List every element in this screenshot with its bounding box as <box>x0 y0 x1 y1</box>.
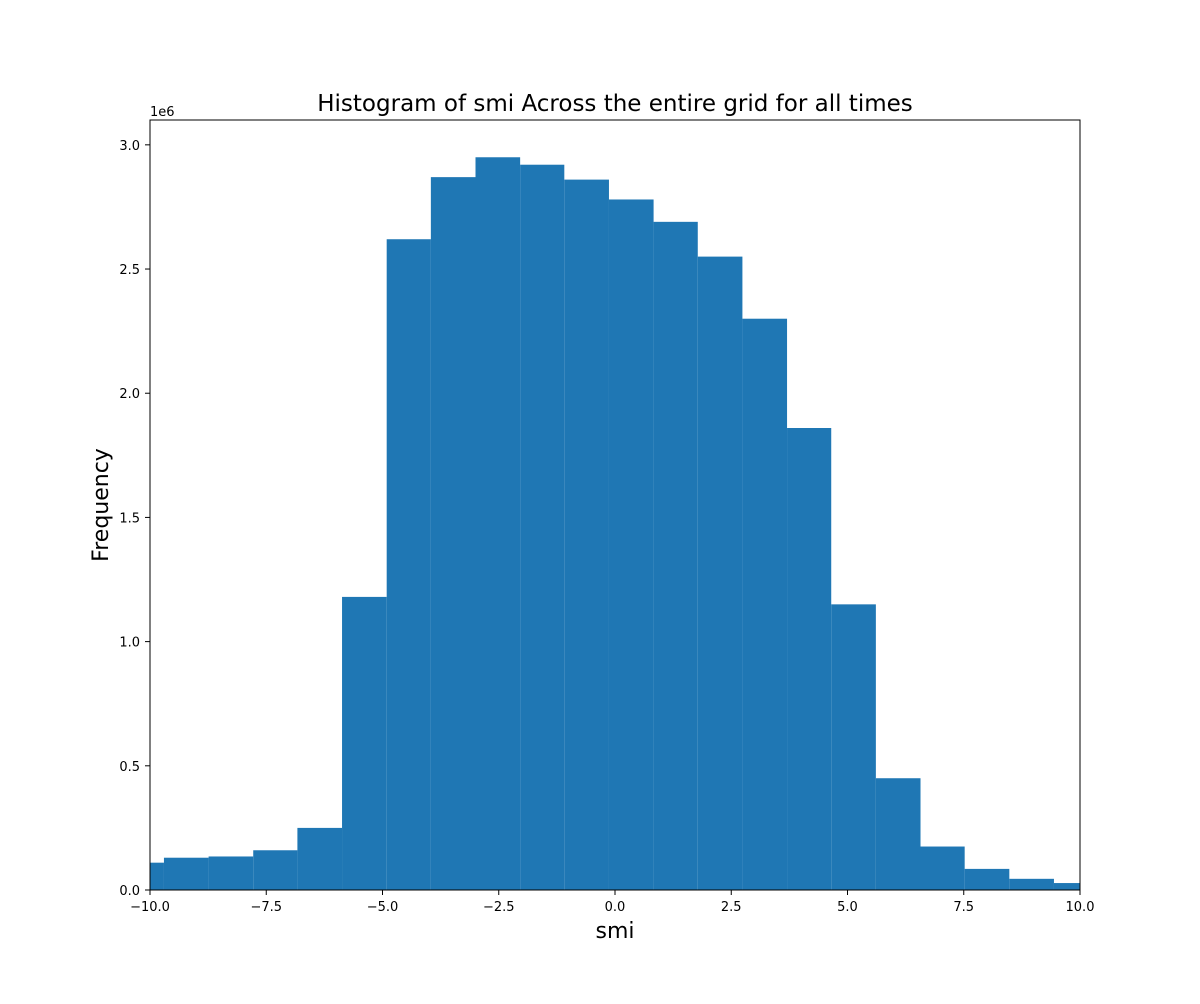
histogram-bar-8 <box>475 157 521 890</box>
histogram-bar-9 <box>520 164 565 890</box>
y-tick-label: 0.5 <box>119 760 140 775</box>
histogram-bar-13 <box>697 256 743 890</box>
histogram-bar-2 <box>208 856 254 890</box>
y-axis-ticks: 0.0 0.5 1.0 1.5 2.0 2.5 3.0 <box>119 139 150 899</box>
x-tick-label: 10.0 <box>1066 900 1095 915</box>
x-axis-title: smi <box>595 919 634 944</box>
y-tick-label: 0.0 <box>119 884 140 899</box>
histogram-bar-3 <box>253 850 298 890</box>
histogram-bar-19 <box>964 868 1010 890</box>
x-tick-label: 5.0 <box>837 900 858 915</box>
x-tick-label: −10.0 <box>130 900 170 915</box>
histogram-bar-10 <box>564 179 609 891</box>
histogram-bar-14 <box>742 318 788 891</box>
histogram-bar-21 <box>1053 883 1080 890</box>
chart-title: Histogram of smi Across the entire grid … <box>317 91 913 117</box>
histogram-bar-16 <box>831 604 876 890</box>
y-tick-label: 1.0 <box>119 636 140 651</box>
histogram-bar-20 <box>1009 878 1054 890</box>
histogram-bar-11 <box>608 199 654 891</box>
histogram-bar-17 <box>875 778 921 890</box>
histogram-bar-6 <box>386 239 431 891</box>
x-tick-label: 7.5 <box>953 900 974 915</box>
x-axis-ticks: −10.0 −7.5 −5.0 −2.5 0.0 2.5 5.0 7.5 10.0 <box>130 890 1094 915</box>
x-tick-label: −5.0 <box>367 900 399 915</box>
histogram-bar-7 <box>430 177 476 890</box>
histogram-bar-18 <box>920 846 965 890</box>
y-axis-offset-label: 1e6 <box>150 105 175 120</box>
histogram-bar-4 <box>297 827 343 890</box>
histogram-bar-15 <box>787 428 832 890</box>
histogram-bars <box>150 157 1080 891</box>
histogram-bar-12 <box>653 221 698 891</box>
histogram-bar-1 <box>163 857 209 890</box>
y-tick-label: 3.0 <box>119 139 140 154</box>
y-tick-label: 1.5 <box>119 511 140 526</box>
x-tick-label: 0.0 <box>605 900 626 915</box>
x-tick-label: 2.5 <box>721 900 742 915</box>
y-tick-label: 2.5 <box>119 263 140 278</box>
x-tick-label: −2.5 <box>483 900 515 915</box>
histogram-bar-0 <box>150 862 164 890</box>
histogram-bar-5 <box>342 596 387 890</box>
y-axis-title: Frequency <box>89 448 114 562</box>
x-tick-label: −7.5 <box>250 900 282 915</box>
y-tick-label: 2.0 <box>119 387 140 402</box>
